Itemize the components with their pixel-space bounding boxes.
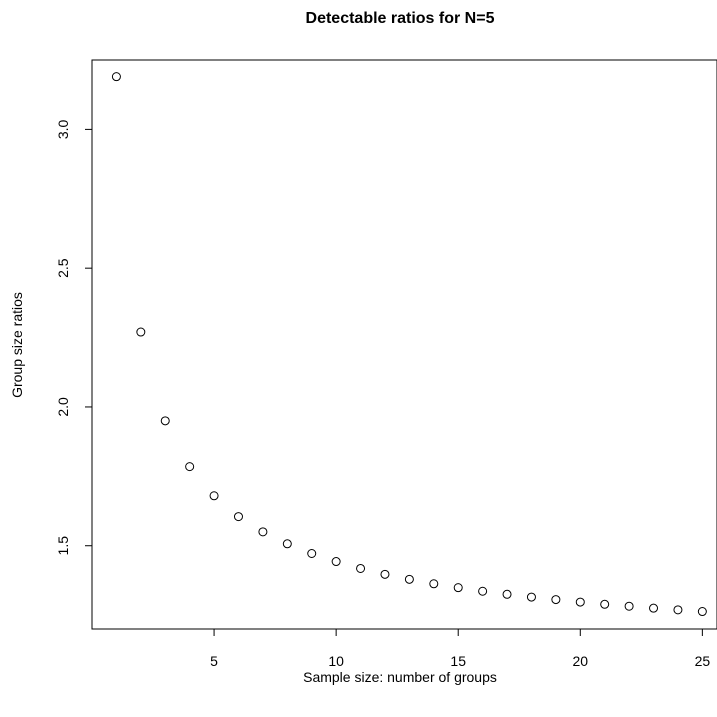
- y-axis-label: Group size ratios: [9, 292, 25, 398]
- data-point: [233, 512, 243, 522]
- data-point: [502, 589, 512, 599]
- data-point: [185, 462, 195, 472]
- x-tick-label: 25: [695, 653, 711, 669]
- data-point: [380, 569, 390, 579]
- data-point: [209, 491, 219, 501]
- data-point: [526, 592, 536, 602]
- data-point: [282, 539, 292, 549]
- data-point: [551, 595, 561, 605]
- data-point: [697, 607, 707, 617]
- y-axis: 1.5 2.0 2.5 3.0: [55, 119, 93, 556]
- data-point: [429, 579, 439, 589]
- y-tick-label: 3.0: [55, 119, 71, 139]
- data-point: [160, 416, 170, 426]
- data-point: [111, 72, 121, 82]
- data-point: [356, 563, 366, 573]
- y-tick-label: 2.0: [55, 397, 71, 417]
- data-point: [600, 599, 610, 609]
- chart-title: Detectable ratios for N=5: [306, 10, 495, 27]
- y-tick-label: 1.5: [55, 536, 71, 556]
- x-axis: 5 10 15 20 25: [210, 628, 711, 669]
- plot-area-frame: [91, 59, 717, 630]
- x-tick-label: 15: [450, 653, 466, 669]
- data-point: [453, 583, 463, 593]
- x-tick-label: 5: [210, 653, 218, 669]
- data-point: [624, 601, 634, 611]
- data-point: [307, 549, 317, 559]
- data-point: [478, 586, 488, 596]
- y-tick-label: 2.5: [55, 258, 71, 278]
- data-point: [136, 327, 146, 337]
- data-point: [404, 574, 414, 584]
- data-point: [258, 527, 268, 537]
- x-axis-label: Sample size: number of groups: [303, 669, 497, 685]
- data-point: [673, 605, 683, 615]
- data-point: [331, 557, 341, 567]
- data-points: [111, 72, 707, 617]
- data-point: [649, 603, 659, 613]
- x-tick-label: 10: [328, 653, 344, 669]
- data-point: [575, 597, 585, 607]
- x-tick-label: 20: [572, 653, 588, 669]
